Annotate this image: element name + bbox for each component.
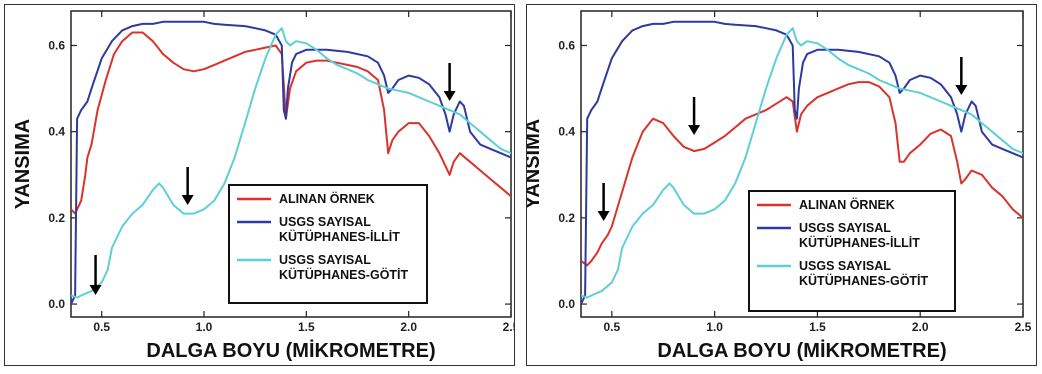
series-line-3: [581, 27, 1023, 299]
legend-box: [748, 190, 956, 312]
x-axis-label: DALGA BOYU (MİKROMETRE): [657, 339, 946, 362]
series-line-3: [71, 27, 511, 299]
chart-left-svg: 0.5 1.0 1.5 2.0 2.5 0.0 0.2 0.4 0.6 DALGA BOYU (M…: [12, 10, 520, 362]
legend-label: USGS SAYISAL: [799, 221, 891, 235]
arrow-head: [955, 85, 968, 95]
x-tick-label: 0.5: [603, 320, 620, 334]
y-tick-label: 0.2: [558, 211, 575, 225]
x-axis-label: DALGA BOYU (MİKROMETRE): [146, 339, 435, 362]
series-line-1: [581, 81, 1023, 267]
chart-right-svg: 0.5 1.0 1.5 2.0 2.5 0.0 0.2 0.4 0.6 DALGA BOYU (M…: [522, 10, 1032, 362]
x-tick-label: 1.5: [809, 320, 826, 334]
legend-label: KÜTÜPHANES-GÖTİT: [799, 273, 929, 288]
series-line-2: [71, 20, 511, 305]
legend-label: USGS SAYISAL: [279, 215, 371, 229]
legend-label: USGS SAYISAL: [279, 253, 371, 267]
y-tick-label: 0.2: [48, 211, 65, 225]
x-tick-label: 2.0: [400, 320, 417, 334]
y-tick-label: 0.0: [558, 297, 575, 311]
y-tick-label: 0.6: [48, 38, 65, 52]
arrow-head: [89, 285, 102, 295]
x-tick-label: 1.5: [298, 320, 315, 334]
series-line-2: [581, 20, 1023, 305]
y-tick-label: 0.0: [48, 297, 65, 311]
arrow-head: [597, 211, 610, 221]
arrow-head: [688, 125, 701, 135]
y-tick-label: 0.6: [558, 38, 575, 52]
x-tick-label: 2.5: [1015, 320, 1032, 334]
x-tick-label: 1.0: [706, 320, 723, 334]
legend-label: ALINAN ÖRNEK: [799, 197, 895, 212]
x-tick-label: 0.5: [93, 320, 110, 334]
y-tick-label: 0.4: [558, 125, 575, 139]
chart-panel-left: 0.5 1.0 1.5 2.0 2.5 0.0 0.2 0.4 0.6 DALGA BOYU (M…: [4, 4, 520, 366]
x-tick-label: 1.0: [196, 320, 213, 334]
legend-label: KÜTÜPHANES-İLLİT: [799, 235, 920, 250]
plot-frame: [70, 10, 512, 318]
y-axis-label: YANSIMA: [527, 119, 544, 209]
x-tick-label: 2.5: [503, 320, 514, 334]
arrow-head: [443, 91, 456, 101]
legend-label: KÜTÜPHANES-GÖTİT: [279, 267, 409, 282]
y-axis-label: YANSIMA: [12, 119, 34, 209]
legend-label: ALINAN ÖRNEK: [279, 191, 375, 206]
legend-label: KÜTÜPHANES-İLLİT: [279, 229, 400, 244]
arrow-head: [181, 195, 194, 205]
chart-panel-right: 0.5 1.0 1.5 2.0 2.5 0.0 0.2 0.4 0.6 DALGA BOYU (M…: [522, 4, 1037, 366]
x-tick-label: 2.0: [912, 320, 929, 334]
legend-label: USGS SAYISAL: [799, 259, 891, 273]
plot-frame: [580, 10, 1024, 318]
y-tick-label: 0.4: [48, 125, 65, 139]
legend-box: [228, 184, 428, 304]
